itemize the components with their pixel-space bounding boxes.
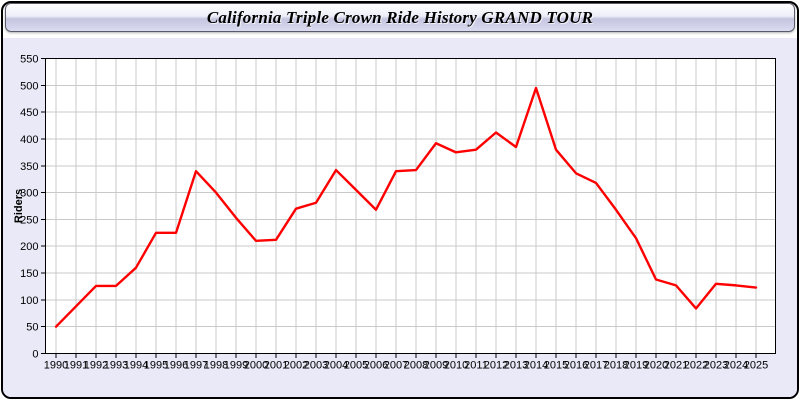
svg-text:2006: 2006 (364, 360, 388, 372)
svg-text:1997: 1997 (184, 360, 208, 372)
svg-text:50: 50 (26, 322, 38, 334)
svg-text:2022: 2022 (684, 360, 708, 372)
svg-text:0: 0 (32, 349, 38, 361)
svg-text:2019: 2019 (624, 360, 648, 372)
svg-text:450: 450 (20, 107, 38, 119)
svg-text:1993: 1993 (104, 360, 128, 372)
plot-area (45, 58, 776, 354)
svg-text:400: 400 (20, 134, 38, 146)
window-header: California Triple Crown Ride History GRA… (5, 3, 795, 32)
svg-text:2001: 2001 (264, 360, 288, 372)
svg-text:100: 100 (20, 295, 38, 307)
svg-text:2016: 2016 (564, 360, 588, 372)
plot-frame (45, 58, 776, 354)
y-axis-labels: 0 50 100 150 200 250 300 350 400 450 500 550 (20, 54, 38, 361)
svg-text:1991: 1991 (64, 360, 88, 372)
svg-text:2017: 2017 (584, 360, 608, 372)
svg-text:2025: 2025 (744, 360, 768, 372)
svg-text:300: 300 (20, 188, 38, 200)
axis-ticks (41, 58, 757, 358)
svg-text:550: 550 (20, 54, 38, 66)
svg-text:2024: 2024 (724, 360, 748, 372)
svg-text:150: 150 (20, 268, 38, 280)
svg-text:2000: 2000 (244, 360, 268, 372)
svg-text:1999: 1999 (224, 360, 248, 372)
svg-text:2014: 2014 (524, 360, 548, 372)
svg-text:2004: 2004 (324, 360, 348, 372)
svg-text:1990: 1990 (44, 360, 68, 372)
x-axis-labels: 1990199119921993199419951996199719981999… (44, 360, 768, 372)
svg-text:2012: 2012 (484, 360, 508, 372)
svg-text:2011: 2011 (464, 360, 488, 372)
y-axis-title: Riders (13, 189, 25, 223)
svg-text:500: 500 (20, 80, 38, 92)
svg-text:2003: 2003 (304, 360, 328, 372)
svg-text:2021: 2021 (664, 360, 688, 372)
svg-text:2018: 2018 (604, 360, 628, 372)
svg-text:2008: 2008 (404, 360, 428, 372)
svg-text:2009: 2009 (424, 360, 448, 372)
riders-data-line (54, 86, 758, 328)
svg-text:2020: 2020 (644, 360, 668, 372)
svg-text:2005: 2005 (344, 360, 368, 372)
svg-text:200: 200 (20, 241, 38, 253)
svg-text:250: 250 (20, 214, 38, 226)
svg-text:1992: 1992 (84, 360, 108, 372)
svg-text:2010: 2010 (444, 360, 468, 372)
svg-text:2007: 2007 (384, 360, 408, 372)
svg-text:1998: 1998 (204, 360, 228, 372)
svg-text:2002: 2002 (284, 360, 308, 372)
chart-title: California Triple Crown Ride History GRA… (206, 7, 594, 27)
svg-text:350: 350 (20, 161, 38, 173)
svg-text:1995: 1995 (144, 360, 168, 372)
svg-text:2015: 2015 (544, 360, 568, 372)
svg-text:2013: 2013 (504, 360, 528, 372)
svg-text:1996: 1996 (164, 360, 188, 372)
svg-text:1994: 1994 (124, 360, 148, 372)
svg-text:2023: 2023 (704, 360, 728, 372)
